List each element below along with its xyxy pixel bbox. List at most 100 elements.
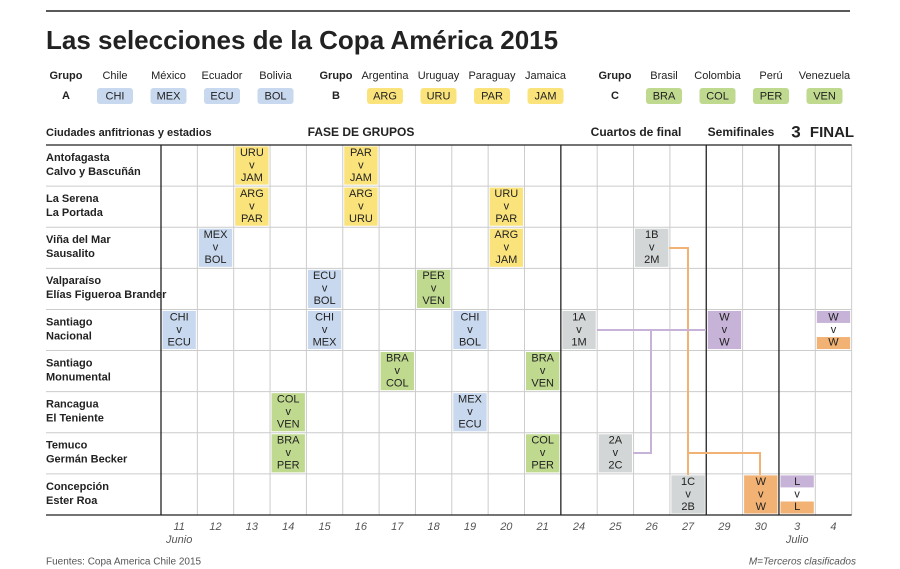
date-label: 15	[318, 521, 331, 533]
match-away: PER	[277, 460, 300, 472]
match-away: W	[719, 336, 730, 348]
match-box	[526, 352, 560, 391]
match-away: 2M	[644, 254, 659, 266]
team-name: Chile	[102, 70, 127, 82]
title: Las selecciones de la Copa América 2015	[46, 25, 558, 55]
city: Rancagua	[46, 399, 99, 411]
match-home: ARG	[494, 229, 518, 241]
match-bottom	[780, 501, 814, 514]
match-home: BRA	[277, 435, 300, 447]
team-pill	[367, 88, 403, 104]
phase-header: Semifinales	[708, 125, 775, 139]
date-label: 17	[391, 521, 404, 533]
team-pill	[474, 88, 510, 104]
team-name: Paraguay	[468, 70, 516, 82]
team-name: Jamaica	[525, 70, 567, 82]
match-home: ECU	[313, 270, 336, 282]
match-box	[453, 310, 487, 350]
team-pill	[150, 88, 187, 104]
date-label: 14	[282, 521, 294, 533]
date-label: 27	[681, 521, 695, 533]
team-pill	[806, 88, 843, 104]
team-pill	[420, 88, 457, 104]
team-code: BRA	[653, 90, 676, 102]
match-vs: v	[540, 365, 546, 377]
date-label: 12	[209, 521, 221, 533]
match-vs: v	[467, 406, 473, 418]
team-code: ECU	[210, 90, 233, 102]
match-vs: v	[285, 447, 291, 459]
date-label: 24	[572, 521, 585, 533]
match-vs: v	[358, 201, 364, 213]
match-vs: v	[758, 488, 764, 500]
match-home: CHI	[460, 311, 479, 323]
match-away: VEN	[531, 377, 554, 389]
match-away: PAR	[241, 213, 263, 225]
match-vs: v	[504, 242, 510, 254]
phase-header: 3	[791, 122, 800, 141]
match-vs: v	[613, 447, 619, 459]
stadium: El Teniente	[46, 413, 104, 425]
city: Santiago	[46, 316, 93, 328]
match-box	[235, 187, 269, 226]
team-pill	[527, 88, 564, 104]
month-label: Julio	[785, 534, 809, 546]
stadium: Ester Roa	[46, 495, 98, 507]
team-pill	[753, 88, 789, 104]
match-vs: v	[322, 324, 328, 336]
match-home: 2A	[609, 435, 623, 447]
date-label: 16	[355, 521, 368, 533]
date-label: 29	[717, 521, 730, 533]
match-home: W	[756, 476, 767, 488]
match-box	[307, 269, 342, 308]
bracket-orange	[669, 247, 761, 475]
match-vs: v	[431, 283, 437, 295]
match-vs: v	[722, 324, 728, 336]
match-box	[198, 228, 233, 267]
match-vs: v	[285, 406, 291, 418]
team-pill	[97, 88, 133, 104]
team-code: ARG	[373, 90, 397, 102]
team-name: Venezuela	[799, 70, 851, 82]
match-box	[271, 434, 305, 473]
date-label: 20	[499, 521, 513, 533]
match-box	[744, 475, 778, 514]
match-home: MEX	[204, 229, 229, 241]
stadium: La Portada	[46, 207, 104, 219]
stadium: Elías Figueroa Brander	[46, 289, 167, 301]
match-away: BOL	[459, 336, 481, 348]
team-name: Ecuador	[202, 70, 243, 82]
match-box	[489, 187, 523, 226]
team-code: COL	[706, 90, 729, 102]
match-home: COL	[277, 394, 300, 406]
match-home: MEX	[458, 394, 483, 406]
match-vs: v	[322, 283, 328, 295]
match-away: MEX	[313, 336, 338, 348]
match-home: URU	[494, 188, 518, 200]
team-pill	[646, 88, 682, 104]
match-vs: v	[649, 242, 655, 254]
date-label: 3	[794, 521, 801, 533]
date-label: 25	[608, 521, 622, 533]
match-box	[162, 310, 196, 350]
match-home: 1C	[681, 476, 695, 488]
team-name: México	[151, 70, 186, 82]
match-box	[526, 434, 560, 473]
match-home: W	[719, 311, 730, 323]
match-vs: v	[213, 242, 219, 254]
city: Concepción	[46, 481, 109, 493]
match-box	[489, 228, 523, 267]
match-away: BOL	[205, 254, 227, 266]
match-box	[380, 352, 414, 391]
city: Viña del Mar	[46, 234, 111, 246]
match-home: PAR	[350, 147, 372, 159]
date-label: 19	[464, 521, 476, 533]
match-away: ECU	[168, 336, 191, 348]
group-title: Grupo	[50, 70, 83, 82]
city: Antofagasta	[46, 152, 110, 164]
match-vs: v	[395, 365, 401, 377]
match-box	[344, 187, 378, 226]
match-away: 2B	[681, 501, 694, 513]
match-box	[635, 228, 669, 267]
